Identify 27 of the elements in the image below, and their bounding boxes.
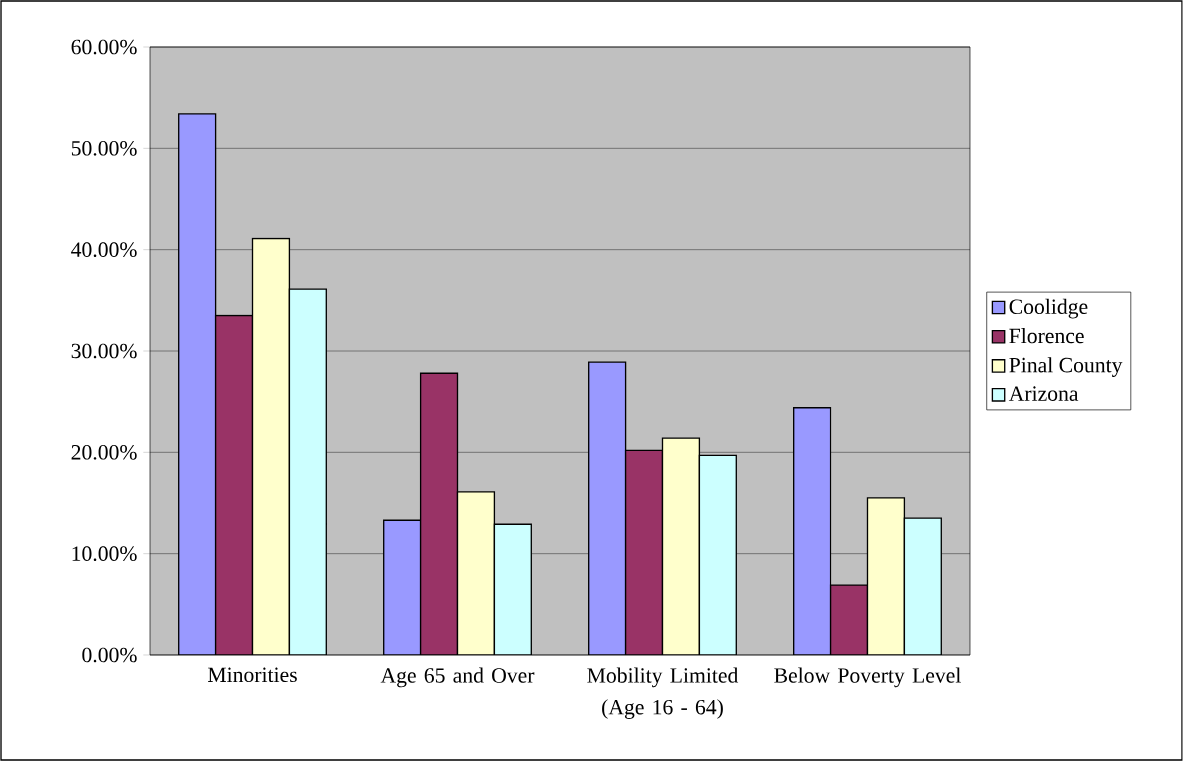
bar [493,523,532,655]
bar [866,497,906,655]
bar [251,237,291,655]
y-tick-label: 50.00% [71,140,137,156]
bar [588,361,627,655]
legend-label: Florence [1009,327,1084,344]
bar [383,519,422,655]
bar [793,407,832,655]
bar [698,454,737,655]
y-tick-label: 0.00% [82,647,137,663]
y-tick-label: 10.00% [72,546,137,562]
bar [178,113,217,655]
bar [288,288,327,655]
y-tick-label: 20.00% [71,444,137,460]
x-tick-label: Minorities [208,667,297,683]
x-tick-label: Below Poverty Level [774,667,961,688]
x-tick-label: Mobility Limited (Age 16 - 64) [587,667,739,719]
legend-label: Arizona [1008,386,1079,401]
legend-label: Pinal County [1009,357,1123,377]
bar [661,437,701,655]
x-tick-label: Age 65 and Over [380,667,535,688]
y-tick-label: 30.00% [71,343,137,359]
y-tick-label: 60.00% [71,39,137,55]
bar [456,491,496,655]
bar [903,517,942,655]
legend-label: Coolidge [1009,298,1088,319]
y-tick-label: 40.00% [71,242,137,258]
